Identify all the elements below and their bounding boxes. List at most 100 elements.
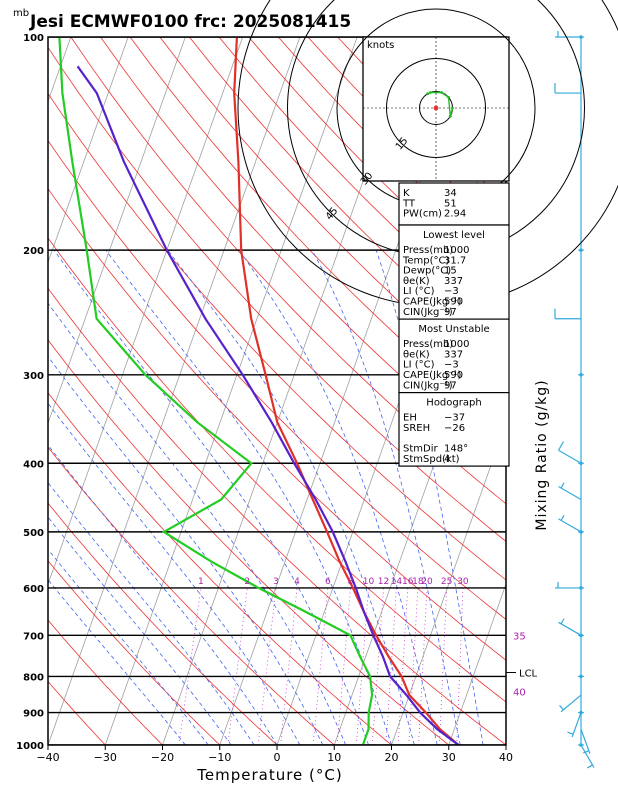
wind-barb-flag (561, 515, 564, 520)
x-tick-label: −30 (94, 751, 117, 764)
x-tick-label: −10 (208, 751, 231, 764)
x-tick-label: −20 (151, 751, 174, 764)
wind-barb (555, 83, 581, 93)
wind-barb (558, 515, 581, 532)
mixing-ratio-label: 1 (198, 577, 204, 587)
mixing-ratio-label: 2 (244, 577, 250, 587)
mixing-ratio-label: 3 (273, 577, 279, 587)
mixing-ratio-label: 8 (348, 577, 354, 587)
dry-adiabat-line (0, 37, 105, 745)
wind-barb-staff (558, 519, 581, 532)
mixing-ratio-label: 30 (457, 577, 469, 587)
wind-barb (555, 582, 581, 588)
hodograph-unit: knots (367, 40, 394, 51)
wind-barb-flag (587, 765, 592, 768)
wind-barb (558, 483, 581, 500)
hodograph-point (447, 96, 450, 99)
indices-row-value: 4 (444, 454, 450, 465)
wind-barb-staff (561, 695, 581, 712)
hodograph-point (429, 91, 432, 94)
y-tick-label: 500 (23, 528, 44, 539)
x-tick-label: 0 (274, 751, 281, 764)
theta-e-label: 40 (513, 687, 526, 698)
wind-barb-staff (558, 622, 581, 635)
mixing-ratio-label: 14 (391, 577, 403, 587)
indices-row-value: 97 (444, 307, 457, 318)
chart-title: Jesi ECMWF0100 frc: 2025081415 (29, 12, 351, 32)
storm-motion-marker (434, 106, 439, 111)
hodograph-point (449, 115, 452, 118)
indices-row-value: 97 (444, 380, 457, 391)
mixing-ratio-label: 4 (294, 577, 300, 587)
index-label: PW(cm) (403, 209, 442, 220)
wind-barb-staff (572, 713, 581, 737)
hodograph-point (426, 92, 429, 95)
wind-barb (581, 729, 590, 753)
wind-barb (555, 309, 581, 319)
indices-row-label: StmSpd(kt) (403, 454, 460, 465)
y-tick-label: 300 (23, 371, 44, 382)
y-tick-label: 1000 (16, 741, 44, 752)
moist-adiabat-line (106, 250, 392, 745)
wind-barb-flag (561, 619, 564, 624)
indices-section-title: Lowest level (423, 230, 485, 241)
dry-adiabat-line (41, 37, 618, 745)
wind-barb-flag (560, 705, 564, 710)
mixing-ratio-line (313, 588, 328, 745)
index-value: 2.94 (444, 209, 466, 220)
lcl-label: LCL (519, 669, 538, 680)
x-tick-label: 30 (442, 751, 456, 764)
wind-barb (567, 713, 581, 737)
wind-barb-staff (558, 450, 581, 463)
moist-adiabat-line (0, 250, 277, 745)
y-tick-label: 600 (23, 584, 44, 595)
hodograph-point (440, 91, 443, 94)
wind-axis-dot (579, 248, 583, 252)
moist-adiabat-line (168, 250, 415, 745)
wind-barb-staff (558, 486, 581, 499)
y-tick-label: 900 (23, 709, 44, 720)
wind-barb-flag (567, 732, 573, 734)
wind-barb-flag (561, 483, 564, 488)
y-tick-label: 100 (23, 33, 44, 44)
mixing-ratio-label: 10 (363, 577, 375, 587)
wind-axis-dot (579, 675, 583, 679)
y-tick-label: 800 (23, 672, 44, 683)
isotherm-line (48, 37, 300, 745)
wind-axis-dot (579, 373, 583, 377)
mixing-ratio-label: 6 (325, 577, 331, 587)
indices-section-title: Most Unstable (418, 324, 489, 335)
indices-row-value: −26 (444, 423, 465, 434)
theta-e-label: 35 (513, 631, 526, 642)
x-axis-label: Temperature (°C) (196, 766, 342, 784)
x-tick-label: 40 (499, 751, 513, 764)
mixing-ratio-line (409, 588, 418, 745)
y-tick-label: 400 (23, 459, 44, 470)
mixing-ratio-label: 12 (378, 577, 389, 587)
wind-barb-staff (581, 729, 590, 753)
profile-line (59, 37, 372, 745)
wind-barb-flag (558, 442, 563, 451)
dry-adiabat-line (0, 37, 392, 745)
moist-adiabat-line (0, 250, 208, 745)
indices-section-title: Hodograph (426, 398, 481, 409)
mixing-ratio-line (281, 588, 298, 745)
mixing-ratio-label: 25 (441, 577, 452, 587)
wind-barb (558, 619, 581, 636)
y-axis-label: Mixing Ratio (g/kg) (534, 379, 550, 530)
wind-barb (558, 442, 581, 464)
mixing-ratio-label: 20 (421, 577, 433, 587)
moist-adiabat-line (0, 250, 254, 745)
moist-adiabat-line (11, 250, 346, 745)
moist-adiabat-line (0, 250, 231, 745)
isotherm-line (0, 37, 14, 745)
pressure-unit: mb (13, 8, 29, 19)
indices-row-label: SREH (403, 423, 430, 434)
isotherm-line (105, 37, 357, 745)
x-tick-label: 20 (385, 751, 399, 764)
x-tick-label: 10 (327, 751, 341, 764)
y-tick-label: 200 (23, 246, 44, 257)
wind-barb (555, 31, 581, 37)
